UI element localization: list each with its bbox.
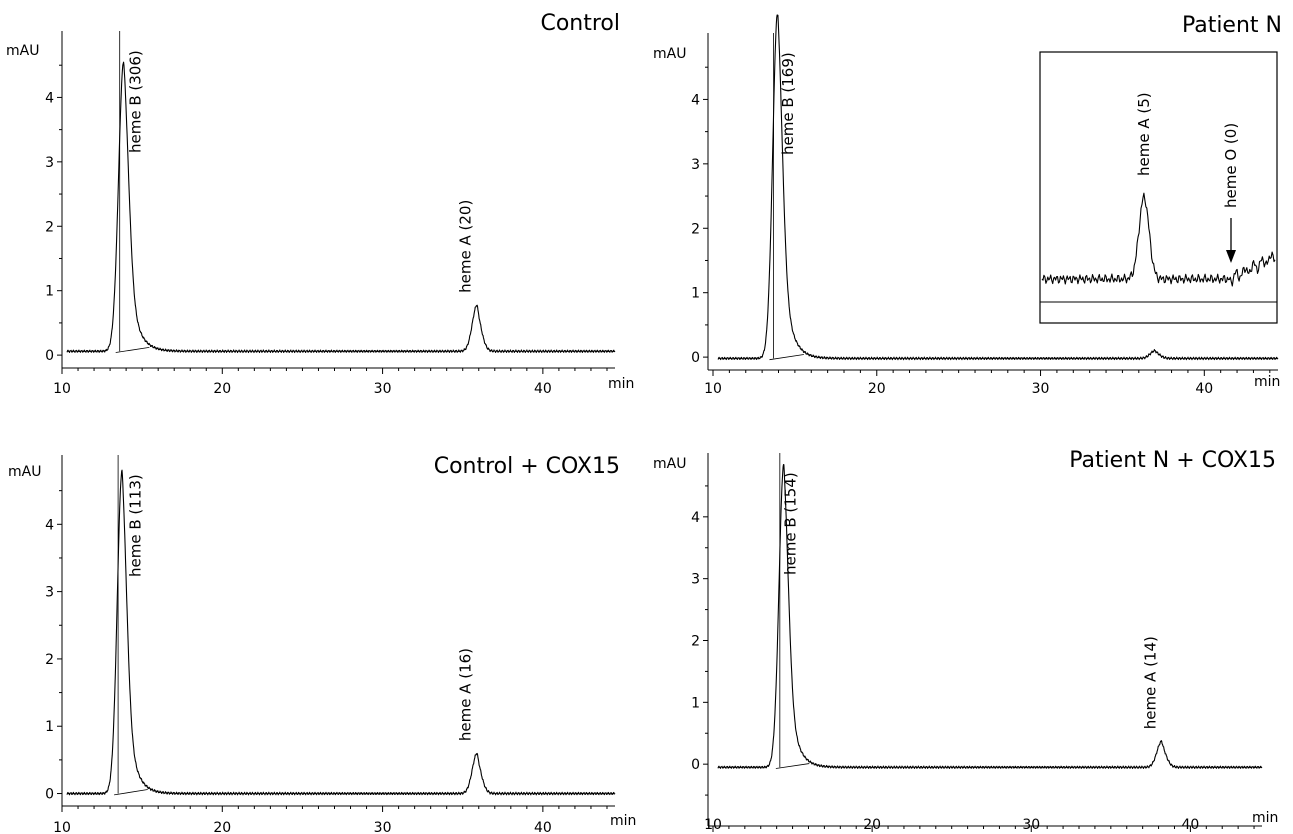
chart-panel-2: 0 1 2 3 4 10 20 30 40 mAU min Patient N heme B (169)… (653, 13, 1282, 397)
integration-baseline (775, 763, 810, 769)
y-axis-unit-label: mAU (653, 46, 686, 62)
peak-label: heme A (16) (457, 648, 475, 741)
x-axis-unit-label: min (1254, 374, 1280, 390)
x-tick-label: 10 (53, 381, 71, 397)
chromatogram-trace (66, 469, 616, 796)
panel-title: Control + COX15 (434, 454, 620, 479)
y-tick-label: 2 (691, 221, 700, 237)
y-tick-label: 4 (691, 92, 700, 108)
x-tick-label: 30 (1032, 381, 1050, 397)
chromatogram-trace (66, 61, 616, 354)
x-tick-label: 30 (374, 381, 392, 397)
peak-label: heme B (306) (127, 50, 145, 153)
x-tick-label: 10 (704, 381, 722, 397)
panel-title: Patient N (1182, 13, 1282, 38)
y-tick-label: 0 (691, 350, 700, 366)
inset-peak-label: heme A (5) (1135, 92, 1153, 176)
panel-title: Patient N + COX15 (1069, 448, 1276, 473)
panel-title: Control (540, 11, 620, 36)
chromatogram-trace (717, 464, 1263, 770)
inset-peak-label: heme O (0) (1222, 123, 1240, 208)
x-tick-label: 10 (53, 820, 71, 834)
y-tick-label: 2 (45, 652, 54, 668)
y-tick-label: 3 (691, 572, 700, 588)
x-tick-label: 40 (1181, 817, 1199, 833)
x-tick-label: 40 (534, 381, 552, 397)
x-tick-label: 30 (374, 820, 392, 834)
y-tick-label: 0 (45, 787, 54, 803)
chromatogram-trace (717, 14, 1279, 361)
integration-baseline (114, 789, 148, 796)
inset-trace (1041, 192, 1276, 287)
y-axis-unit-label: mAU (8, 464, 41, 480)
x-tick-label: 30 (1022, 817, 1040, 833)
chart-panel-4: 0 1 2 3 4 10 20 30 40 mAU min Patient N + COX15 heme… (653, 448, 1278, 833)
y-tick-label: 1 (691, 695, 700, 711)
x-axis-unit-label: min (610, 813, 636, 829)
y-tick-label: 4 (45, 90, 54, 106)
y-tick-label: 2 (691, 634, 700, 650)
peak-label: heme B (154) (782, 472, 800, 575)
integration-baseline (115, 346, 150, 353)
y-tick-label: 1 (45, 719, 54, 735)
x-tick-label: 20 (213, 820, 231, 834)
peak-label: heme B (113) (127, 474, 145, 577)
y-tick-label: 3 (691, 157, 700, 173)
inset-zoom: heme A (5) heme O (0) (1039, 51, 1278, 324)
y-tick-label: 4 (45, 517, 54, 533)
chart-panel-1: 0 1 2 3 4 10 20 30 40 mAU min Control heme B (306) he… (6, 11, 634, 397)
y-tick-label: 1 (45, 284, 54, 300)
x-tick-label: 20 (863, 817, 881, 833)
peak-label: heme A (20) (457, 200, 475, 293)
y-axis-unit-label: mAU (653, 456, 686, 472)
x-axis-unit-label: min (1252, 810, 1278, 826)
y-tick-label: 3 (45, 585, 54, 601)
y-tick-label: 4 (691, 510, 700, 526)
y-tick-label: 3 (45, 155, 54, 171)
x-tick-label: 10 (704, 817, 722, 833)
y-tick-label: 2 (45, 219, 54, 235)
y-axis-unit-label: mAU (6, 43, 39, 59)
y-tick-label: 1 (691, 286, 700, 302)
x-tick-label: 40 (534, 820, 552, 834)
integration-baseline (769, 354, 804, 361)
chart-panel-3: 0 1 2 3 4 10 20 30 40 mAU min Control + COX15 heme B… (8, 454, 636, 834)
x-tick-label: 20 (868, 381, 886, 397)
peak-label: heme A (14) (1141, 636, 1159, 729)
arrow-down-icon (1226, 250, 1236, 263)
x-axis-unit-label: min (608, 376, 634, 392)
x-tick-label: 40 (1195, 381, 1213, 397)
y-tick-label: 0 (691, 757, 700, 773)
peak-label: heme B (169) (779, 52, 797, 155)
x-tick-label: 20 (213, 381, 231, 397)
y-tick-label: 0 (45, 348, 54, 364)
